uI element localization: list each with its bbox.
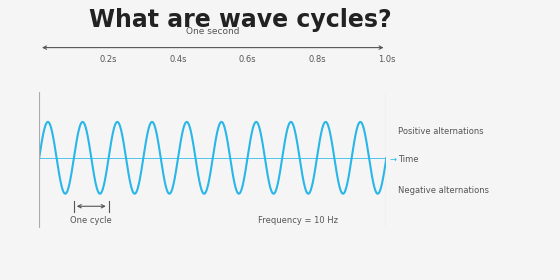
Text: 0.8s: 0.8s — [308, 55, 326, 64]
Text: 0.6s: 0.6s — [239, 55, 256, 64]
Text: 0.4s: 0.4s — [169, 55, 187, 64]
Text: Time: Time — [398, 155, 418, 164]
Text: Negative alternations: Negative alternations — [398, 186, 488, 195]
Text: Frequency = 10 Hz: Frequency = 10 Hz — [258, 216, 338, 225]
Text: 1.0s: 1.0s — [377, 55, 395, 64]
Text: One second: One second — [186, 27, 240, 36]
Text: →: → — [389, 155, 396, 164]
Text: One cycle: One cycle — [71, 216, 112, 225]
Text: What are wave cycles?: What are wave cycles? — [90, 8, 392, 32]
Text: Positive alternations: Positive alternations — [398, 127, 483, 136]
Text: 0.2s: 0.2s — [100, 55, 118, 64]
